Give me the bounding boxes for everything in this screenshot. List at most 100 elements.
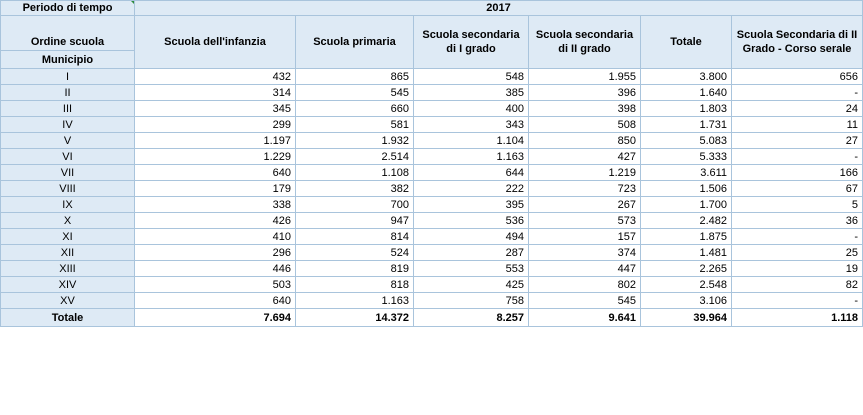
row-label: XV [0,292,135,309]
table-cell: 3.800 [640,68,732,85]
total-row: Totale 7.694 14.372 8.257 9.641 39.964 1.118 [0,308,863,327]
table-row: VI 1.229 2.514 1.163 427 5.333- [0,148,863,165]
table-cell: 2.265 [640,260,732,277]
table-cell: 2.514 [295,148,414,165]
table-row: V 1.197 1.932 1.104 850 5.083 27 [0,132,863,149]
table-cell: 25 [730,244,863,261]
table-row: I 432 865 548 1.955 3.800 656 [0,68,863,85]
table-cell: 503 [134,276,296,293]
table-cell: 644 [413,164,529,181]
table-cell: 1.108 [295,164,414,181]
table-cell: 24 [730,100,863,117]
table-cell: 640 [134,164,296,181]
table-row: XI 410 814 494 157 1.875- [0,228,863,245]
table-cell: 1.803 [640,100,732,117]
total-cell: 9.641 [528,308,641,327]
column-header: Scuola Secondaria di II Grado - Corso se… [730,15,863,69]
column-header: Scuola secondaria di II grado [528,15,641,69]
table-cell: 1.700 [640,196,732,213]
table-cell: 5.333 [640,148,732,165]
table-cell: 5.083 [640,132,732,149]
table-cell: 553 [413,260,529,277]
table-row: IX 338 700 395 267 1.700 5 [0,196,863,213]
period-row: Periodo di tempo 2017 [0,0,863,16]
table-cell: 508 [528,116,641,133]
column-header: Scuola secondaria di I grado [413,15,529,69]
municipio-label: Municipio [0,50,135,69]
table-cell: 82 [730,276,863,293]
table-cell: 338 [134,196,296,213]
table-cell: 432 [134,68,296,85]
table-cell: 1.163 [413,148,529,165]
table-cell: 5 [730,196,863,213]
table-cell: 1.932 [295,132,414,149]
table-cell: 67 [730,180,863,197]
table-cell: 819 [295,260,414,277]
data-table: Periodo di tempo 2017 Ordine scuola Scuo… [0,0,863,327]
table-row: IV 299 581 343 508 1.731 11 [0,116,863,133]
table-cell: - [730,84,863,101]
period-label: Periodo di tempo [0,0,135,16]
row-label: XI [0,228,135,245]
table-cell: 296 [134,244,296,261]
table-cell: 723 [528,180,641,197]
table-row: X 426 947 536 573 2.482 36 [0,212,863,229]
row-label: XIII [0,260,135,277]
table-cell: 865 [295,68,414,85]
column-header: Totale [640,15,732,69]
table-cell: 700 [295,196,414,213]
table-cell: 660 [295,100,414,117]
table-cell: 314 [134,84,296,101]
row-label: I [0,68,135,85]
table-cell: 267 [528,196,641,213]
row-label: VII [0,164,135,181]
table-cell: 1.229 [134,148,296,165]
table-cell: 536 [413,212,529,229]
table-cell: 382 [295,180,414,197]
table-cell: 385 [413,84,529,101]
table-row: XII 296 524 287 374 1.481 25 [0,244,863,261]
table-cell: 1.104 [413,132,529,149]
table-cell: 1.219 [528,164,641,181]
row-label: VIII [0,180,135,197]
table-cell: 573 [528,212,641,229]
row-label: IV [0,116,135,133]
table-cell: 494 [413,228,529,245]
table-cell: 410 [134,228,296,245]
column-header: Scuola primaria [295,15,414,69]
total-cell: 7.694 [134,308,296,327]
table-cell: 1.640 [640,84,732,101]
table-cell: 36 [730,212,863,229]
table-cell: 398 [528,100,641,117]
table-row: VIII 179 382 222 723 1.506 67 [0,180,863,197]
total-cell: 1.118 [730,308,863,327]
table-row: XV 640 1.163 758 545 3.106- [0,292,863,309]
table-cell: 850 [528,132,641,149]
table-cell: 2.548 [640,276,732,293]
table-cell: 2.482 [640,212,732,229]
column-header: Scuola dell'infanzia [134,15,296,69]
table-cell: 11 [730,116,863,133]
table-cell: 758 [413,292,529,309]
table-cell: 1.506 [640,180,732,197]
table-cell: 545 [295,84,414,101]
table-cell: 396 [528,84,641,101]
table-cell: - [730,148,863,165]
table-cell: - [730,228,863,245]
table-row: II 314 545 385 396 1.640- [0,84,863,101]
table-cell: - [730,292,863,309]
table-cell: 27 [730,132,863,149]
table-cell: 548 [413,68,529,85]
table-cell: 19 [730,260,863,277]
table-cell: 427 [528,148,641,165]
municipio-row: Municipio [0,50,863,69]
table-cell: 400 [413,100,529,117]
table-cell: 656 [730,68,863,85]
table-cell: 524 [295,244,414,261]
table-cell: 1.163 [295,292,414,309]
table-row: XIV 503 818 425 802 2.548 82 [0,276,863,293]
table-cell: 1.481 [640,244,732,261]
table-cell: 447 [528,260,641,277]
row-label: XII [0,244,135,261]
table-cell: 1.955 [528,68,641,85]
